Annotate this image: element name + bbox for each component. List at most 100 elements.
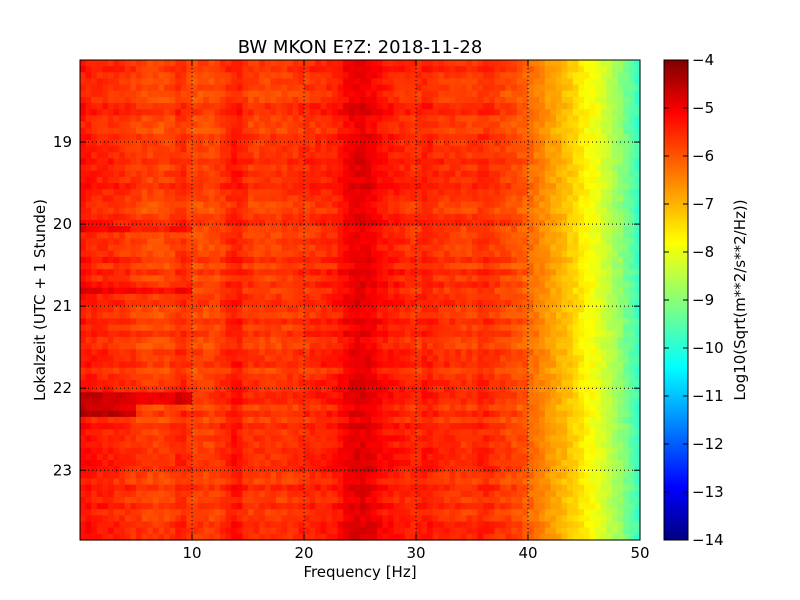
heatmap-cell [147, 183, 154, 190]
heatmap-cell [208, 133, 215, 141]
heatmap-cell [427, 355, 434, 363]
heatmap-cell [460, 60, 467, 67]
heatmap-cell [242, 213, 249, 221]
heatmap-cell [500, 312, 507, 320]
heatmap-cell [236, 281, 243, 289]
heatmap-cell [141, 232, 148, 240]
heatmap-cell [388, 355, 395, 363]
heatmap-cell [427, 127, 434, 135]
heatmap-cell [438, 66, 445, 73]
heatmap-cell [91, 140, 98, 147]
heatmap-cell [108, 250, 115, 258]
heatmap-cell [242, 115, 249, 123]
heatmap-cell [304, 84, 311, 92]
heatmap-cell [567, 183, 574, 190]
heatmap-cell [180, 232, 187, 240]
heatmap-cell [393, 103, 400, 110]
heatmap-cell [175, 306, 182, 313]
heatmap-cell [539, 232, 546, 240]
heatmap-cell [522, 232, 529, 240]
heatmap-cell [225, 189, 232, 196]
heatmap-cell [220, 349, 227, 356]
heatmap-cell [399, 250, 406, 258]
heatmap-cell [584, 306, 591, 313]
heatmap-cell [500, 201, 507, 209]
heatmap-cell [360, 207, 367, 215]
heatmap-cell [208, 318, 215, 326]
heatmap-cell [533, 78, 540, 86]
heatmap-cell [416, 213, 423, 221]
heatmap-cell [180, 275, 187, 283]
heatmap-cell [354, 90, 361, 98]
heatmap-cell [365, 324, 372, 332]
heatmap-cell [516, 140, 523, 147]
heatmap-cell [242, 269, 249, 276]
heatmap-cell [371, 336, 378, 344]
heatmap-cell [236, 306, 243, 313]
heatmap-cell [472, 109, 479, 116]
heatmap-cell [96, 263, 103, 270]
heatmap-cell [360, 201, 367, 209]
heatmap-cell [589, 293, 596, 301]
heatmap-cell [612, 330, 619, 338]
heatmap-cell [214, 121, 221, 129]
heatmap-cell [259, 96, 266, 104]
heatmap-cell [533, 84, 540, 92]
heatmap-cell [343, 275, 350, 283]
heatmap-cell [130, 84, 137, 92]
heatmap-cell [427, 189, 434, 196]
heatmap-cell [315, 232, 322, 240]
heatmap-cell [91, 201, 98, 209]
heatmap-cell [404, 232, 411, 240]
heatmap-cell [561, 66, 568, 73]
heatmap-cell [158, 72, 165, 80]
heatmap-cell [292, 109, 299, 116]
heatmap-cell [220, 195, 227, 203]
heatmap-cell [606, 269, 613, 276]
heatmap-cell [298, 343, 305, 350]
heatmap-cell [192, 90, 199, 98]
heatmap-cell [432, 152, 439, 160]
heatmap-cell [348, 176, 355, 184]
heatmap-cell [276, 84, 283, 92]
heatmap-cell [584, 256, 591, 264]
heatmap-cell [85, 349, 92, 356]
heatmap-cell [130, 195, 137, 203]
heatmap-cell [152, 361, 159, 369]
heatmap-cell [500, 140, 507, 147]
heatmap-cell [488, 183, 495, 190]
heatmap-cell [236, 90, 243, 98]
heatmap-cell [595, 115, 602, 123]
heatmap-cell [80, 140, 87, 147]
heatmap-cell [623, 96, 630, 104]
heatmap-cell [164, 312, 171, 320]
heatmap-cell [595, 293, 602, 301]
heatmap-cell [259, 213, 266, 221]
heatmap-cell [567, 232, 574, 240]
heatmap-cell [382, 226, 389, 233]
heatmap-cell [186, 201, 193, 209]
heatmap-cell [567, 330, 574, 338]
heatmap-cell [449, 336, 456, 344]
heatmap-cell [80, 220, 87, 227]
heatmap-cell [404, 324, 411, 332]
heatmap-cell [102, 318, 109, 326]
heatmap-cell [242, 343, 249, 350]
heatmap-cell [315, 293, 322, 301]
heatmap-cell [539, 127, 546, 135]
heatmap-cell [214, 250, 221, 258]
heatmap-cell [494, 176, 501, 184]
heatmap-cell [326, 336, 333, 344]
heatmap-cell [231, 330, 238, 338]
heatmap-cell [617, 232, 624, 240]
heatmap-cell [152, 207, 159, 215]
heatmap-cell [432, 226, 439, 233]
heatmap-cell [376, 158, 383, 166]
heatmap-cell [600, 306, 607, 313]
heatmap-cell [214, 115, 221, 123]
heatmap-cell [589, 318, 596, 326]
heatmap-cell [236, 140, 243, 147]
heatmap-cell [404, 250, 411, 258]
heatmap-cell [556, 275, 563, 283]
heatmap-cell [136, 343, 143, 350]
